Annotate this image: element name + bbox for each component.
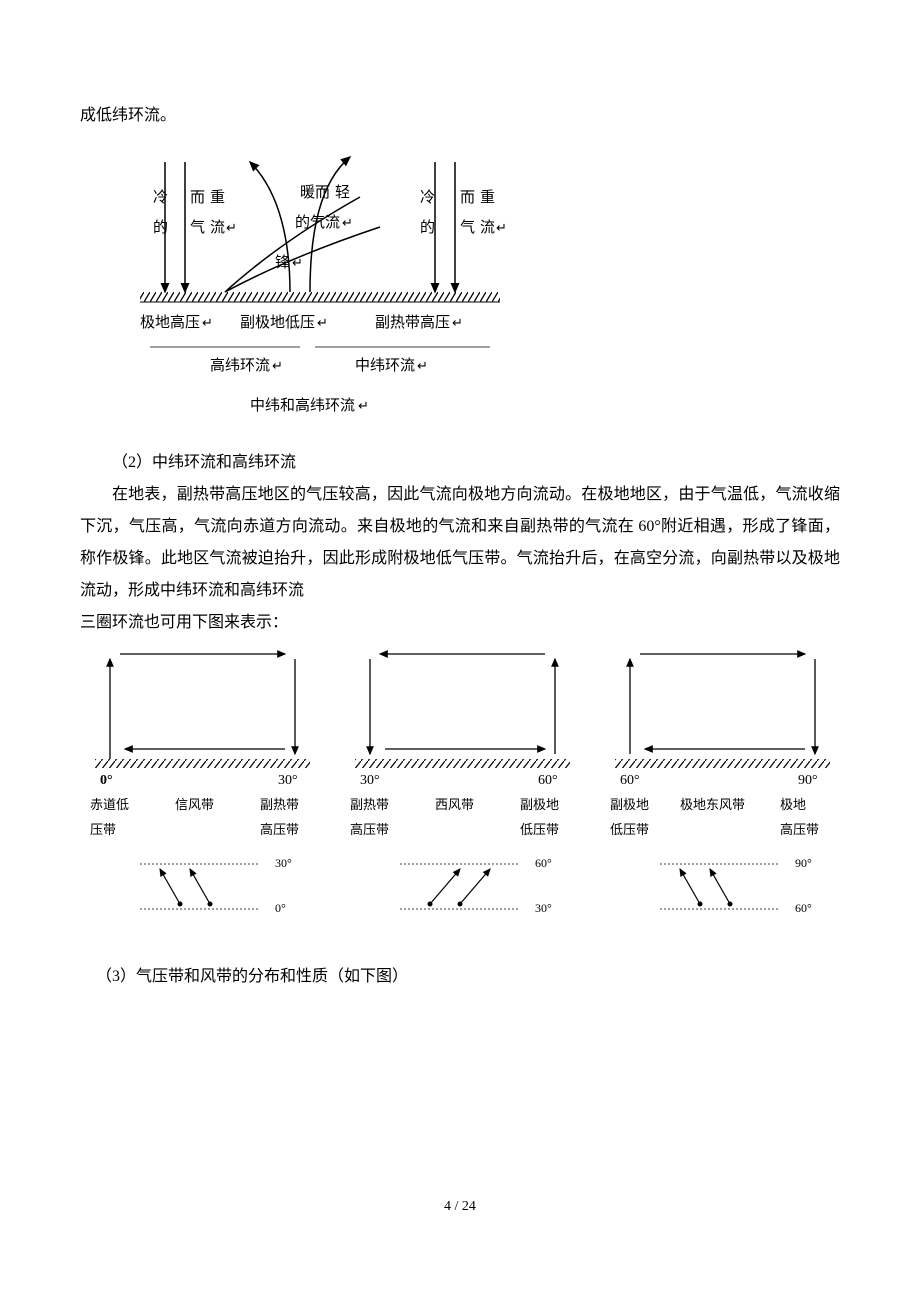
sup4: ↵ <box>292 255 303 270</box>
cell-a-small-top: 30° <box>275 856 292 870</box>
cell-a: 0° 30° 赤道低 压带 信风带 副热带 高压带 30° 0° <box>90 654 310 915</box>
label-front: 锋 <box>275 254 290 271</box>
cell-c-mid: 极地东风带 <box>680 797 745 812</box>
cell-b-left-l1: 副热带 <box>350 797 389 812</box>
label-warm-l2: 轻 <box>335 184 350 201</box>
cell-c-small-top: 90° <box>795 856 812 870</box>
cell-a-small-bot: 0° <box>275 901 286 915</box>
sup8: ↵ <box>272 358 283 373</box>
cell-a-right-l2: 高压带 <box>260 822 299 837</box>
section-2-body: 在地表，副热带高压地区的气压较高，因此气流向极地方向流动。在极地地区，由于气温低… <box>80 479 840 607</box>
cell-a-left-l2: 压带 <box>90 822 116 837</box>
cell-a-right-deg: 30° <box>278 773 298 788</box>
cell-c-left-l1: 副极地 <box>610 797 649 812</box>
cell-b: 30° 60° 副热带 高压带 西风带 副极地 低压带 60° 30° <box>350 654 570 915</box>
label-subpolar-low: 副极地低压 <box>240 314 315 331</box>
cell-c-small-bot: 60° <box>795 901 812 915</box>
sup6: ↵ <box>317 315 328 330</box>
label-cold-l2: 而 <box>190 190 205 206</box>
label-cold-l3: 重 <box>210 189 225 206</box>
three-cells-intro: 三圈环流也可用下图来表示： <box>80 607 840 639</box>
sup2: ↵ <box>342 215 353 230</box>
label-cold-l1: 冷 <box>153 189 168 206</box>
figure-mid-high-lat: 冷 而 重 的 气 流 ↵ 暖而 轻 的气流 ↵ 冷 而 重 的 气 流 ↵ 锋… <box>120 142 840 432</box>
three-cells-svg: 0° 30° 赤道低 压带 信风带 副热带 高压带 30° 0° 30° 60°… <box>80 644 840 934</box>
label-high-lat-cell: 高纬环流 <box>210 357 270 374</box>
figure-caption: 中纬和高纬环流 <box>250 397 355 414</box>
cell-b-right-deg: 60° <box>538 773 558 788</box>
cell-c-left-deg: 60° <box>620 773 640 788</box>
section-2-title: （2）中纬环流和高纬环流 <box>80 447 840 479</box>
cell-c-right-l2: 高压带 <box>780 822 819 837</box>
cell-b-right-l1: 副极地 <box>520 797 559 812</box>
sup1: ↵ <box>226 220 237 235</box>
label-coldr-l1: 冷 <box>420 189 435 206</box>
paragraph-continuation: 成低纬环流。 <box>80 100 840 132</box>
label-cold-l6: 流 <box>210 219 225 236</box>
section-3-title: （3）气压带和风带的分布和性质（如下图） <box>80 961 840 993</box>
cell-b-left-l2: 高压带 <box>350 822 389 837</box>
cell-b-mid: 西风带 <box>435 797 474 812</box>
cell-a-left-deg: 0° <box>100 773 113 788</box>
sup10: ↵ <box>358 398 369 413</box>
label-mid-lat-cell: 中纬环流 <box>355 357 415 374</box>
cell-c-right-l1: 极地 <box>780 797 806 812</box>
sup3: ↵ <box>496 220 507 235</box>
sup9: ↵ <box>417 358 428 373</box>
cell-c: 60° 90° 副极地 低压带 极地东风带 极地 高压带 90° 60° <box>610 654 830 915</box>
page-footer: 4 / 24 <box>80 1193 840 1221</box>
cell-b-right-l2: 低压带 <box>520 822 559 837</box>
label-warm-l1: 暖而 <box>300 184 330 201</box>
label-cold-l4: 的 <box>153 219 168 236</box>
label-subtrop-high: 副热带高压 <box>375 314 450 331</box>
label-warm-l3: 的气流 <box>295 214 340 231</box>
diagram-svg: 冷 而 重 的 气 流 ↵ 暖而 轻 的气流 ↵ 冷 而 重 的 气 流 ↵ 锋… <box>120 142 520 432</box>
cell-b-small-bot: 30° <box>535 901 552 915</box>
label-coldr-l3: 重 <box>480 189 495 206</box>
sup7: ↵ <box>452 315 463 330</box>
label-polar-high: 极地高压 <box>140 314 200 331</box>
label-coldr-l4: 的 <box>420 219 435 236</box>
label-coldr-l6: 流 <box>480 219 495 236</box>
label-coldr-l5: 气 <box>460 219 475 236</box>
cell-b-left-deg: 30° <box>360 773 380 788</box>
cell-b-small-top: 60° <box>535 856 552 870</box>
figure-three-cells: 0° 30° 赤道低 压带 信风带 副热带 高压带 30° 0° 30° 60°… <box>80 644 840 946</box>
cell-c-right-deg: 90° <box>798 773 818 788</box>
cell-c-left-l2: 低压带 <box>610 822 649 837</box>
label-cold-l5: 气 <box>190 219 205 236</box>
cell-a-left-l1: 赤道低 <box>90 797 129 812</box>
cell-a-right-l1: 副热带 <box>260 797 299 812</box>
label-coldr-l2: 而 <box>460 190 475 206</box>
sup5: ↵ <box>202 315 213 330</box>
cell-a-mid: 信风带 <box>175 797 214 812</box>
